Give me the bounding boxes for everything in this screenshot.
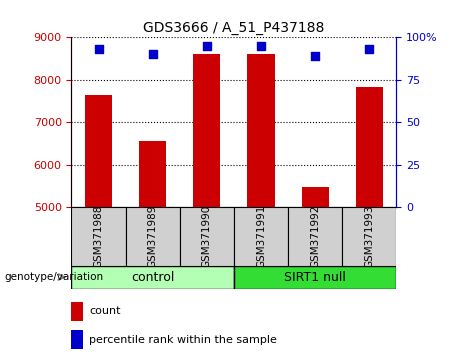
Bar [193,54,220,207]
Text: GSM371991: GSM371991 [256,205,266,268]
Text: GSM371989: GSM371989 [148,205,158,268]
Bar [288,207,342,266]
Text: GSM371993: GSM371993 [364,205,374,268]
Text: percentile rank within the sample: percentile rank within the sample [89,335,277,345]
Text: GSM371988: GSM371988 [94,205,104,268]
Bar [71,207,125,266]
Text: SIRT1 null: SIRT1 null [284,270,346,284]
Bar [356,87,383,207]
Bar [85,95,112,207]
Text: control: control [131,270,174,284]
Text: GSM371990: GSM371990 [202,205,212,268]
Bar [125,207,180,266]
Point [366,46,373,52]
Bar [301,187,329,207]
Bar [342,207,396,266]
Point [203,43,211,48]
Bar [180,207,234,266]
Point [257,43,265,48]
Text: count: count [89,306,121,316]
Bar [234,266,396,289]
Point [95,46,102,52]
Text: GSM371992: GSM371992 [310,205,320,268]
Point [312,53,319,59]
Bar [139,141,166,207]
Bar [248,54,275,207]
Title: GDS3666 / A_51_P437188: GDS3666 / A_51_P437188 [143,21,325,35]
Bar [234,207,288,266]
Bar [71,266,234,289]
Bar [71,330,83,349]
Bar [71,302,83,321]
Point [149,51,156,57]
Text: genotype/variation: genotype/variation [5,272,104,282]
